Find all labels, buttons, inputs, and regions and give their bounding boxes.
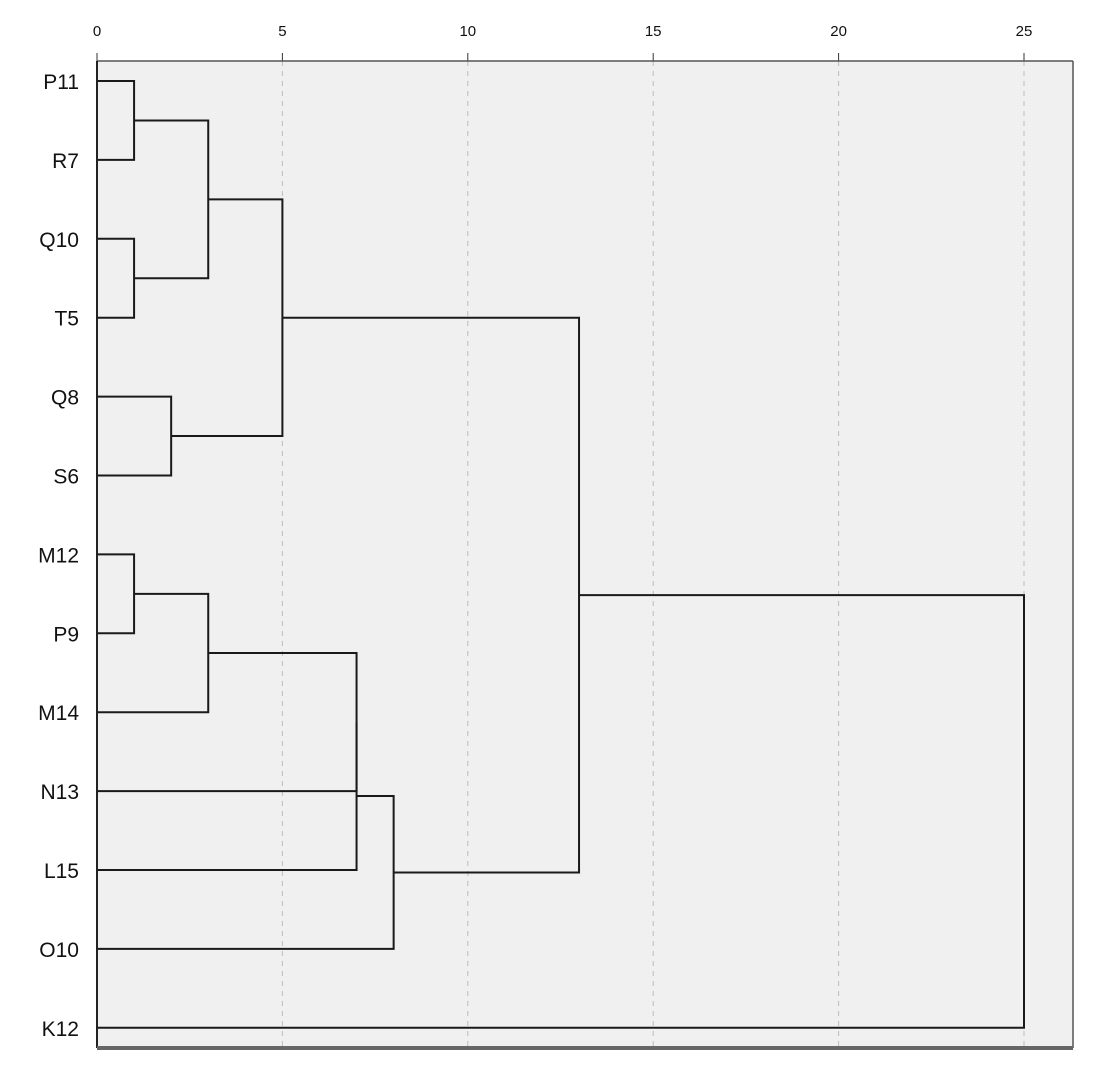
leaf-label-p9: P9 <box>53 623 79 646</box>
leaf-label-o10: O10 <box>39 939 79 962</box>
leaf-label-t5: T5 <box>54 308 79 331</box>
leaf-label-q10: Q10 <box>39 229 79 252</box>
leaf-label-q8: Q8 <box>51 387 79 410</box>
leaf-label-r7: R7 <box>52 150 79 173</box>
dendrogram-link-c12 <box>97 594 1025 1029</box>
x-tick-label: 25 <box>1016 23 1033 40</box>
leaf-label-m14: M14 <box>38 702 79 725</box>
x-tick-label: 10 <box>459 23 476 40</box>
x-tick-label: 5 <box>278 23 286 40</box>
dendrogram-link-c9 <box>97 722 358 871</box>
leaf-label-k12: K12 <box>42 1018 79 1041</box>
x-tick-label: 20 <box>830 23 847 40</box>
leaf-label-m12: M12 <box>38 544 79 567</box>
x-tick-label: 15 <box>645 23 662 40</box>
leaf-labels: P11 R7 Q10 T5 Q8 S6 M12 P9 M14 N13 L15 O10 K12 <box>38 71 79 1041</box>
leaf-label-l15: L15 <box>44 860 79 883</box>
dendrogram-links <box>97 80 1025 1029</box>
leaf-label-s6: S6 <box>53 466 79 489</box>
grid-lines <box>281 61 1025 1048</box>
leaf-label-n13: N13 <box>40 781 79 804</box>
plot-background <box>97 61 1073 1048</box>
x-tick-label: 0 <box>93 23 101 40</box>
x-axis-ticks: 0 5 10 15 20 25 <box>93 23 1033 61</box>
leaf-label-p11: P11 <box>43 71 79 94</box>
